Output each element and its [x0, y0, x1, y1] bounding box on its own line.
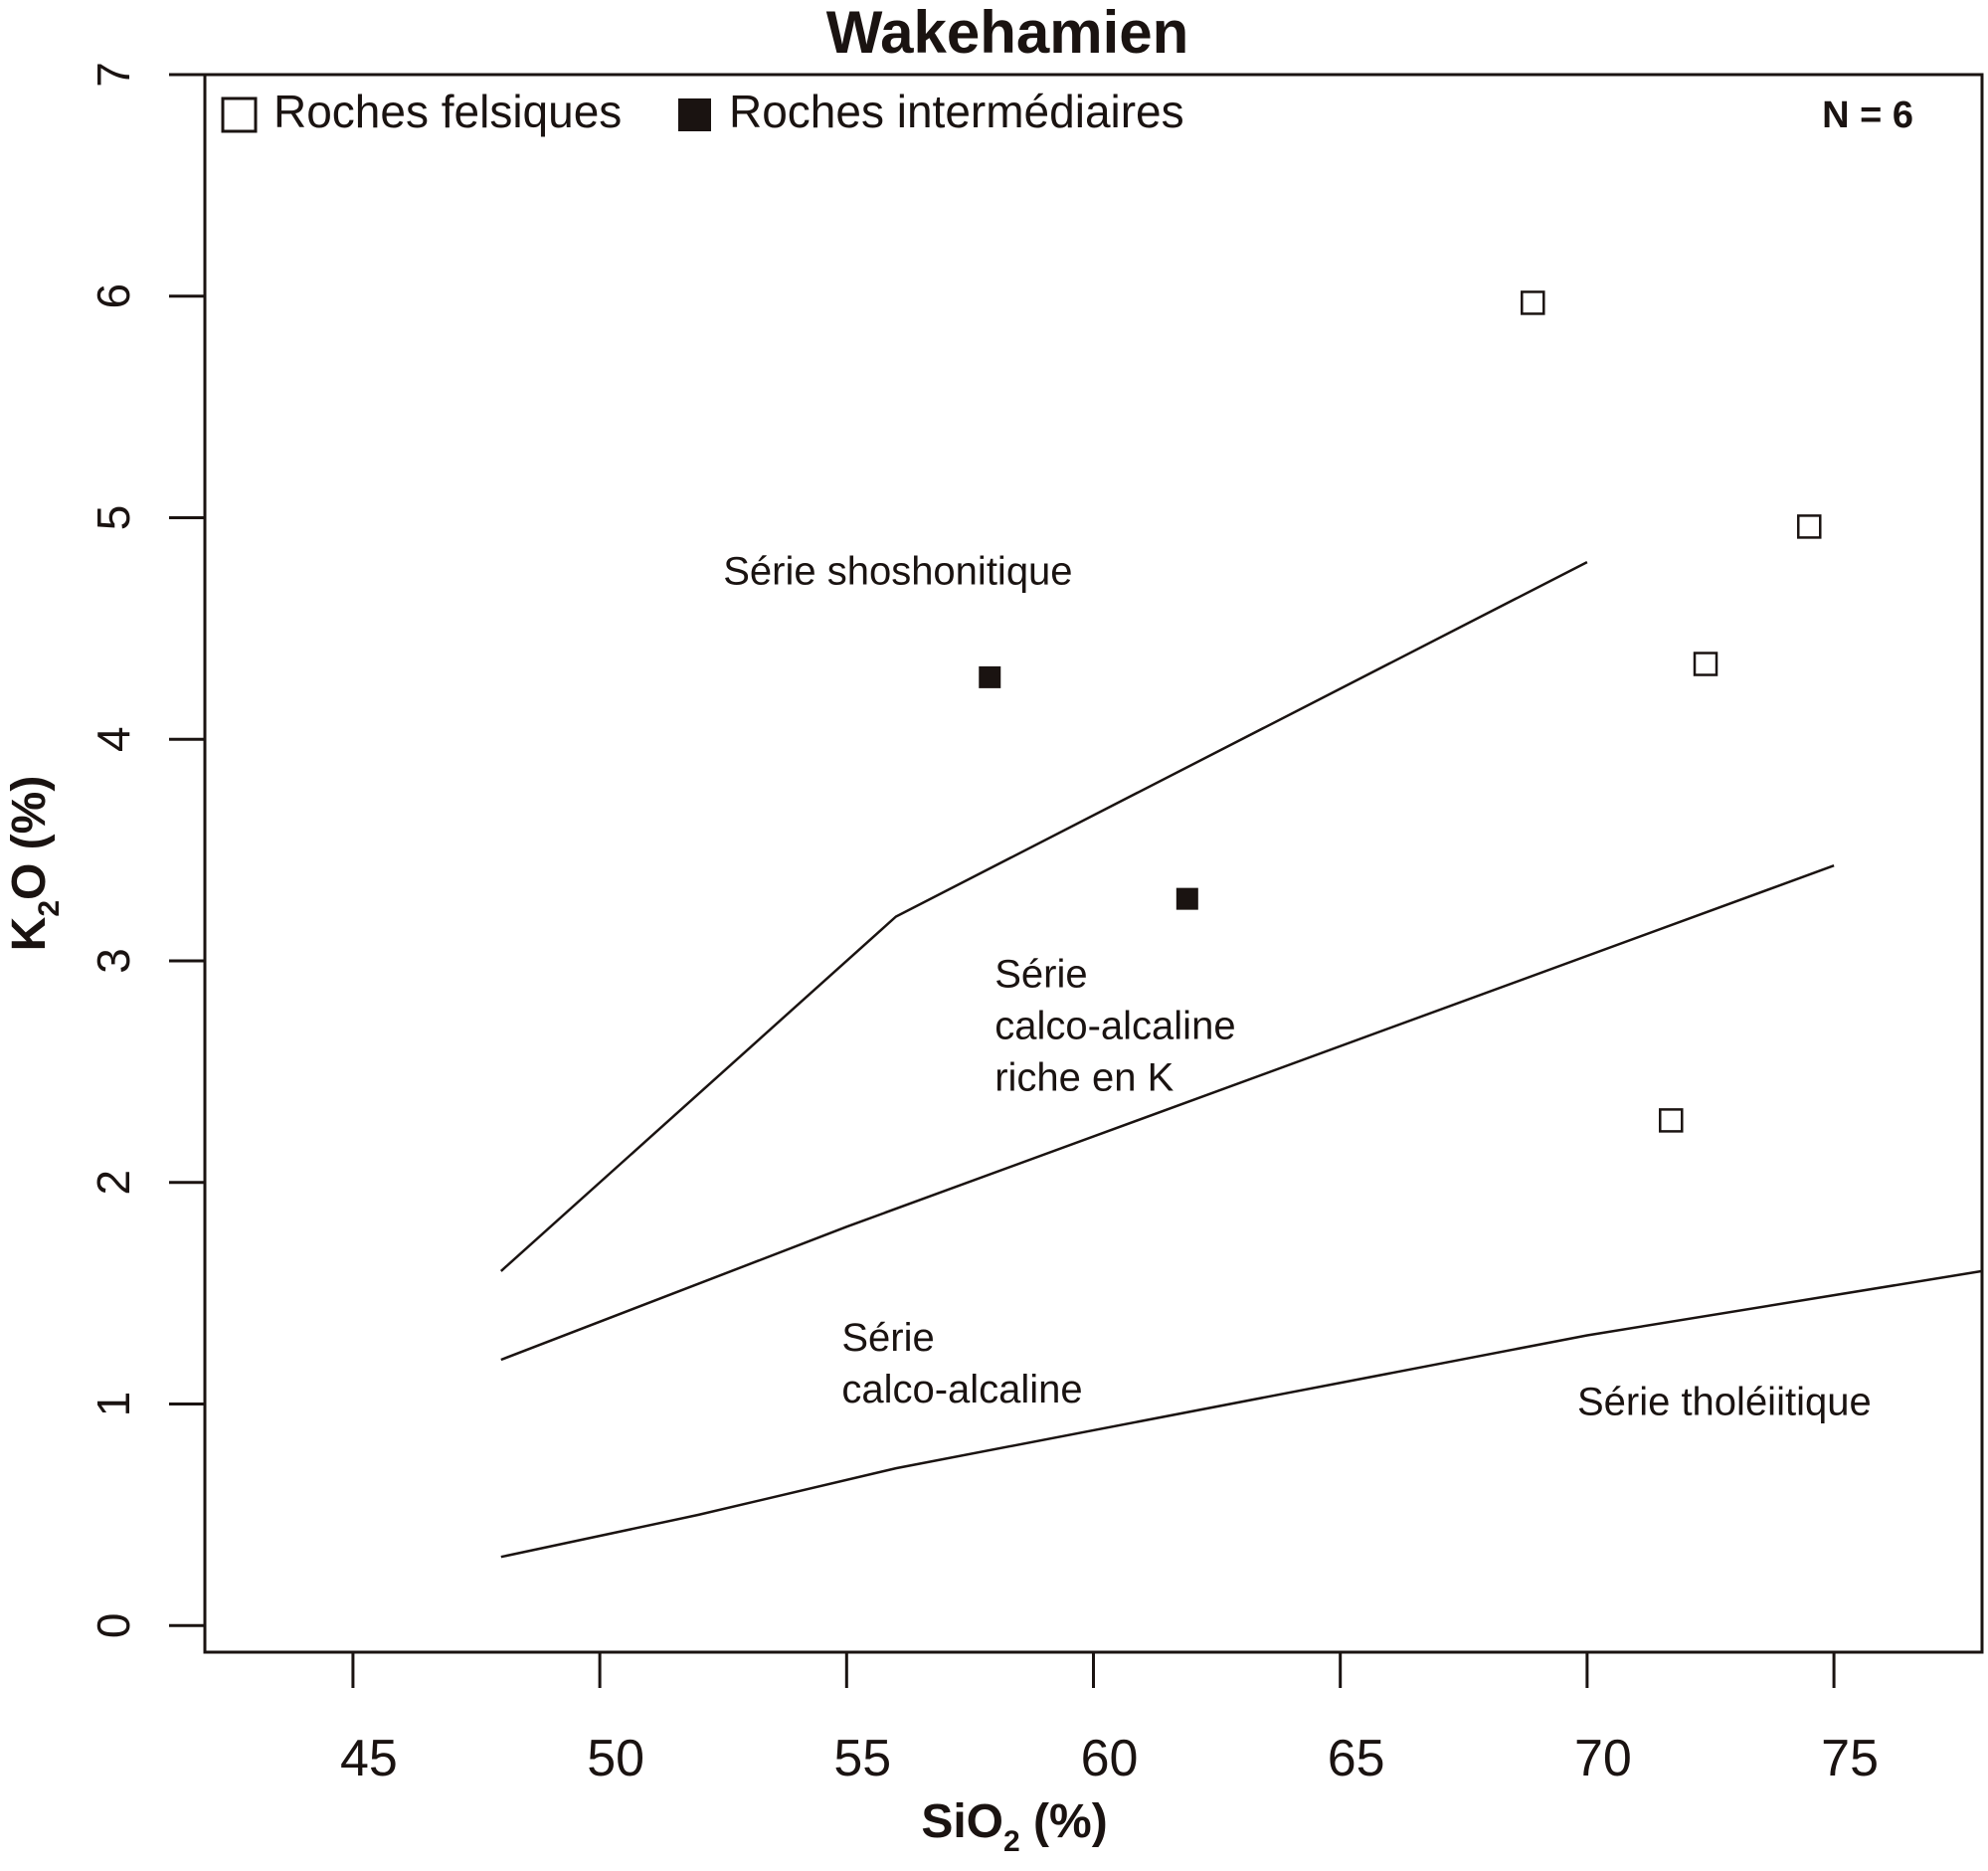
- y-tick-label-3: 3: [88, 948, 139, 974]
- region-label-1: Série shoshonitique: [723, 549, 1072, 593]
- legend-marker-intermediate: [678, 98, 711, 131]
- legend-label-intermediate: Roches intermédiaires: [729, 86, 1184, 137]
- x-axis-label: SiO2 (%): [921, 1795, 1107, 1858]
- felsic-point-4: [1659, 1108, 1684, 1133]
- region-label-4: Série tholéiitique: [1577, 1381, 1872, 1424]
- x-tick-label-50: 50: [587, 1730, 644, 1787]
- boundary-line-1: [499, 560, 1588, 1272]
- intermediate-point-1: [979, 665, 1001, 688]
- y-tick-label-2: 2: [88, 1170, 139, 1196]
- y-axis-label: K2O (%): [3, 776, 66, 952]
- y-tick-label-0: 0: [88, 1612, 139, 1638]
- intermediate-point-2: [1175, 887, 1198, 910]
- x-tick-label-75: 75: [1821, 1730, 1879, 1787]
- y-axis: 0 1 2 3 4 5 6 7: [88, 62, 205, 1638]
- legend: Roches felsiques Roches intermédiaires: [221, 86, 1184, 137]
- x-axis: 45 50 55 60 65 70 75: [340, 1652, 1879, 1787]
- x-tick-label-70: 70: [1574, 1730, 1632, 1787]
- y-tick-label-6: 6: [88, 283, 139, 309]
- x-tick-label-45: 45: [340, 1730, 398, 1787]
- sample-count: N = 6: [1822, 94, 1913, 136]
- legend-marker-felsic: [221, 96, 258, 133]
- y-tick-label-5: 5: [88, 505, 139, 531]
- boundary-line-3: [500, 1269, 1983, 1559]
- y-tick-label-4: 4: [88, 726, 139, 752]
- x-tick-label-60: 60: [1081, 1730, 1139, 1787]
- boundary-line-2: [500, 864, 1835, 1362]
- legend-label-felsic: Roches felsiques: [273, 86, 622, 137]
- felsic-point-2: [1797, 514, 1822, 539]
- data-points: [979, 290, 1822, 1133]
- felsic-point-1: [1521, 290, 1545, 315]
- felsic-point-3: [1693, 652, 1718, 676]
- region-labels: Série shoshonitique Série calco-alcaline ri…: [723, 549, 1872, 1423]
- y-tick-label-1: 1: [88, 1392, 139, 1417]
- x-tick-label-55: 55: [833, 1730, 891, 1787]
- chart-title: Wakehamien: [826, 0, 1189, 66]
- x-tick-label-65: 65: [1328, 1730, 1385, 1787]
- series-boundaries: [499, 560, 1983, 1559]
- y-tick-label-7: 7: [88, 62, 139, 88]
- region-label-2: Série calco-alcaline riche en K: [994, 953, 1235, 1100]
- region-label-3: Série calco-alcaline: [841, 1316, 1082, 1411]
